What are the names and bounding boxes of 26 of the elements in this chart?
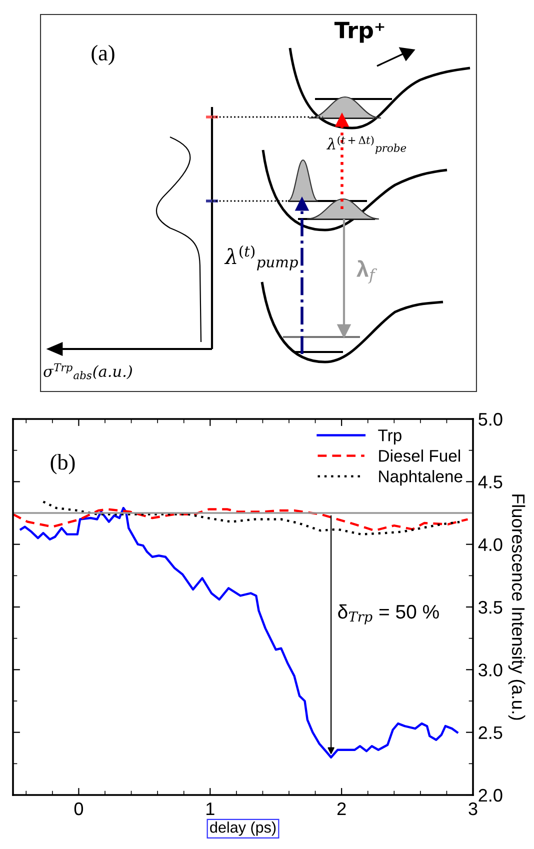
text: (a): [92, 44, 114, 66]
text: λ$^{(t+Δt)}$$_{probe}$: [326, 136, 406, 154]
line-series: [20, 506, 458, 759]
text: λ$_{f}$: [356, 260, 378, 284]
y-tick-label: 2.5: [478, 726, 502, 740]
x-tick-label: 0: [74, 802, 84, 816]
y-tick-label: 3.5: [478, 600, 502, 614]
text: λ$^{(t)}$$_{pump}$: [224, 245, 298, 270]
annotation: (b): [50, 454, 75, 474]
y-tick-label: 3.0: [478, 664, 502, 676]
line-series: [13, 508, 469, 532]
x-tick-label: 3: [468, 802, 478, 816]
legend-label: Diesel Fuel: [379, 450, 460, 462]
y-tick-label: 4.5: [478, 476, 502, 488]
y-tick-label: 4.0: [478, 538, 502, 552]
text: σ$^{Trp}$$_{abs}$(a.u.): [44, 363, 132, 380]
legend-label: Trp: [378, 430, 402, 445]
annotation: δ$_{Trp}$ = 50 %: [338, 604, 439, 624]
y-axis-title: Fluorescence Intensity (a.u.): [508, 494, 526, 720]
legend-label: Naphtalene: [379, 470, 462, 486]
x-tick-label: 1: [206, 802, 214, 816]
text: Trp⁺: [334, 22, 384, 43]
x-tick-label: 2: [337, 802, 346, 816]
y-tick-label: 5.0: [478, 412, 502, 426]
x-axis-title: delay (ps): [210, 822, 276, 836]
y-tick-label: 2.0: [478, 788, 502, 802]
